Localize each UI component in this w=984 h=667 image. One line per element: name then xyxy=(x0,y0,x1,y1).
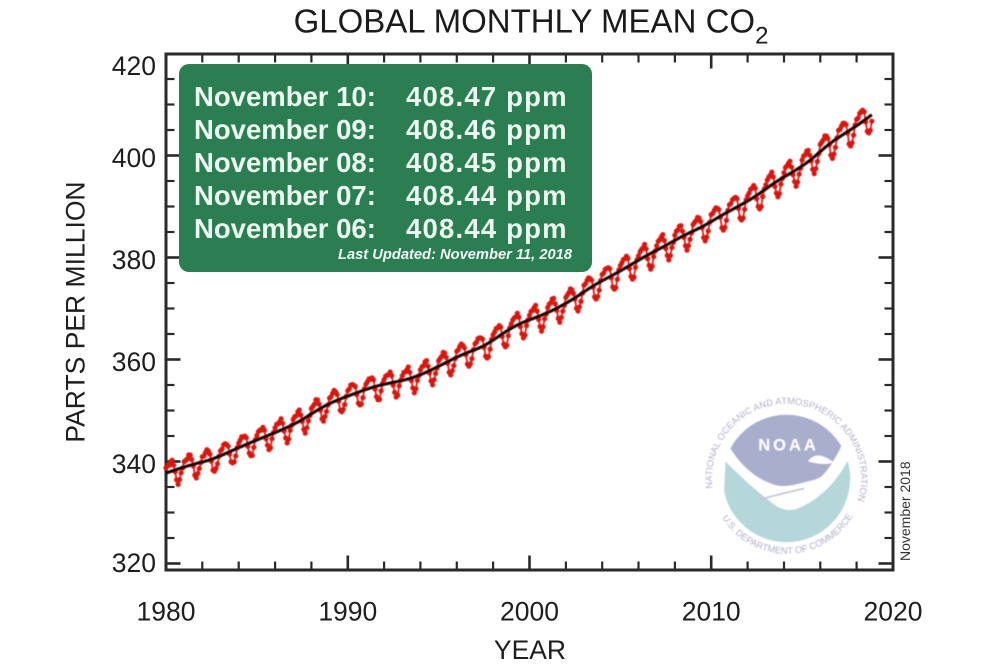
svg-text:1990: 1990 xyxy=(318,597,377,627)
svg-text:YEAR: YEAR xyxy=(494,635,566,665)
svg-text:420: 420 xyxy=(112,51,156,81)
svg-text:PARTS PER MILLION: PARTS PER MILLION xyxy=(61,181,91,442)
svg-text:Last Updated: November 11, 201: Last Updated: November 11, 2018 xyxy=(338,247,573,263)
svg-text:NOAA: NOAA xyxy=(758,437,819,455)
svg-text:360: 360 xyxy=(112,347,156,377)
svg-text:380: 380 xyxy=(112,245,156,275)
svg-text:November 2018: November 2018 xyxy=(897,461,913,561)
svg-text:320: 320 xyxy=(112,548,156,578)
svg-text:2010: 2010 xyxy=(682,597,741,627)
svg-text:340: 340 xyxy=(112,449,156,479)
svg-text:2020: 2020 xyxy=(864,597,923,627)
svg-text:400: 400 xyxy=(112,143,156,173)
svg-text:1980: 1980 xyxy=(137,597,196,627)
svg-text:2000: 2000 xyxy=(500,597,559,627)
